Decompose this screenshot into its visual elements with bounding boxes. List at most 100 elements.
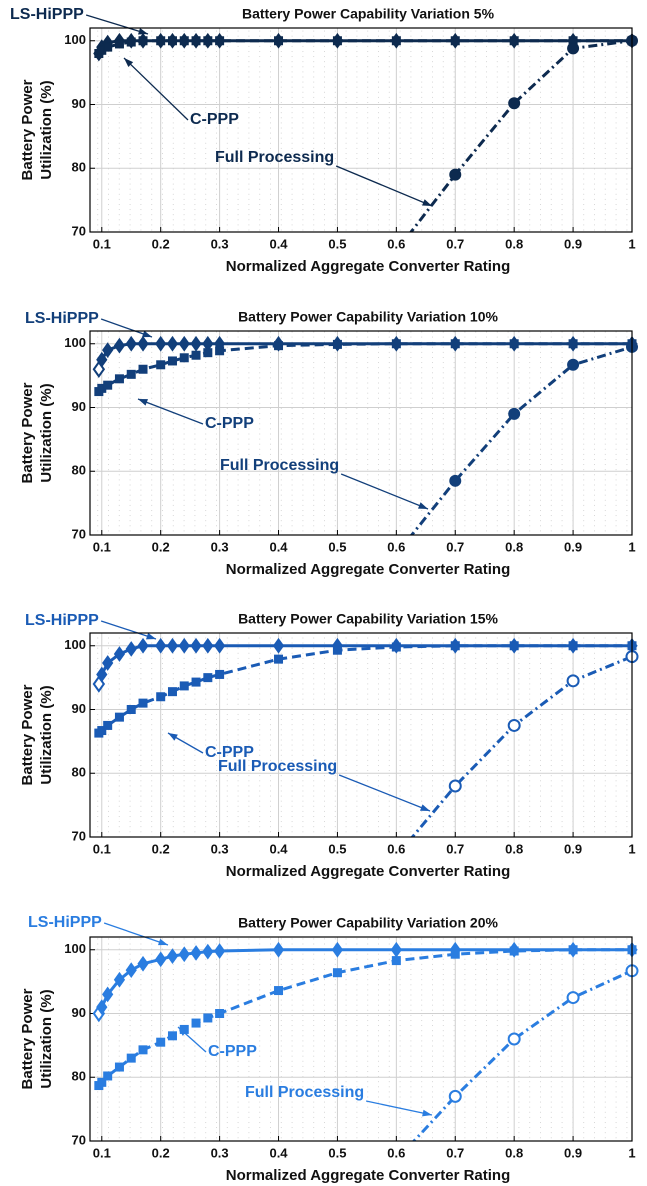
marker	[508, 97, 521, 110]
marker	[450, 339, 460, 349]
marker	[450, 641, 460, 651]
x-tick-label: 0.9	[564, 841, 582, 856]
marker	[203, 673, 213, 683]
x-tick-label: 0.6	[387, 539, 405, 554]
series-annotation: LS-HiPPP	[10, 6, 84, 23]
marker	[215, 1009, 225, 1018]
x-tick-label: 0.7	[446, 236, 464, 251]
y-axis-label: Utilization (%)	[38, 989, 55, 1088]
annotation-arrow	[85, 14, 149, 35]
y-axis-label: Battery Power	[19, 988, 36, 1089]
annotation-arrow	[103, 922, 169, 946]
series-annotation: Full Processing	[220, 457, 339, 474]
marker	[448, 1089, 462, 1103]
y-tick-label: 80	[72, 1069, 86, 1084]
annotation-arrow	[338, 774, 431, 812]
arrow-head	[146, 632, 156, 640]
marker	[509, 36, 519, 46]
marker	[332, 339, 342, 349]
marker	[449, 474, 462, 487]
arrow-head	[138, 399, 148, 406]
annotation-arrow	[366, 1100, 433, 1116]
y-tick-label: 80	[72, 463, 86, 478]
marker	[331, 941, 344, 958]
marker	[166, 335, 179, 352]
x-tick-label: 0.2	[152, 539, 170, 554]
x-axis-label: Normalized Aggregate Converter Rating	[226, 863, 511, 880]
subplot: 0.1 0.2 0.3 0.4 0.5 0.6 0.7 0.8 0.9 1 70 80 90 100 Bat…	[19, 611, 639, 880]
chart-title: Battery Power Capability Variation 10%	[238, 309, 498, 325]
x-tick-label: 0.4	[269, 841, 288, 856]
x-tick-label: 1	[628, 236, 635, 251]
arrow-head	[168, 733, 178, 741]
x-tick-label: 1	[628, 539, 635, 554]
x-tick-label: 0.4	[269, 1145, 288, 1160]
marker	[114, 1062, 124, 1072]
x-tick-label: 0.6	[387, 841, 405, 856]
marker	[166, 948, 179, 964]
chart-title: Battery Power Capability Variation 5%	[242, 6, 495, 22]
marker	[125, 962, 137, 979]
x-tick-label: 0.1	[93, 539, 111, 554]
x-tick-label: 0.4	[269, 539, 288, 554]
marker	[125, 641, 137, 657]
x-axis-label: Normalized Aggregate Converter Rating	[226, 258, 511, 275]
y-tick-label: 100	[64, 637, 86, 652]
marker	[155, 951, 167, 968]
marker	[191, 677, 201, 687]
data-layer	[93, 32, 638, 232]
marker	[448, 779, 462, 793]
marker	[191, 350, 201, 360]
annotation-arrow	[335, 165, 433, 207]
marker	[102, 342, 114, 358]
x-tick-label: 0.3	[211, 1145, 229, 1160]
marker	[103, 42, 113, 52]
marker	[190, 637, 202, 654]
x-tick-label: 0.2	[152, 236, 170, 251]
x-tick-label: 0.2	[152, 1145, 170, 1160]
axes-frame	[89, 330, 633, 536]
marker	[114, 712, 124, 722]
plot-area	[90, 331, 632, 535]
marker	[391, 36, 401, 46]
marker	[96, 351, 108, 368]
y-tick-label: 80	[72, 160, 86, 175]
marker	[332, 36, 342, 46]
marker	[167, 1031, 177, 1041]
x-tick-label: 0.8	[505, 1145, 523, 1160]
marker	[202, 637, 214, 654]
marker	[178, 335, 190, 352]
marker	[156, 1037, 166, 1047]
arrow-head	[422, 199, 432, 206]
series-annotation: Full Processing	[218, 758, 337, 775]
y-axis-label: Utilization (%)	[38, 383, 55, 482]
marker	[567, 358, 580, 371]
y-tick-label: 80	[72, 765, 86, 780]
x-tick-label: 0.1	[93, 841, 111, 856]
marker	[507, 1032, 521, 1046]
marker	[125, 335, 137, 352]
series-annotation: Full Processing	[245, 1084, 364, 1101]
marker	[126, 1053, 136, 1063]
marker	[114, 39, 124, 49]
marker	[191, 36, 201, 46]
marker	[103, 1071, 113, 1081]
x-tick-label: 0.3	[211, 236, 229, 251]
x-tick-label: 0.4	[269, 236, 288, 251]
marker	[507, 718, 521, 732]
y-tick-label: 100	[64, 941, 86, 956]
marker	[213, 637, 226, 654]
x-tick-label: 0.6	[387, 236, 405, 251]
marker	[215, 346, 225, 356]
y-axis-label: Utilization (%)	[38, 80, 55, 179]
x-axis-label: Normalized Aggregate Converter Rating	[226, 561, 511, 578]
marker	[568, 641, 578, 651]
arrow-head	[124, 58, 134, 67]
y-tick-label: 70	[72, 526, 86, 541]
x-tick-label: 0.5	[328, 841, 346, 856]
marker	[509, 641, 519, 651]
marker	[391, 642, 401, 652]
marker	[102, 986, 114, 1003]
marker	[274, 654, 284, 664]
x-tick-label: 1	[628, 1145, 635, 1160]
